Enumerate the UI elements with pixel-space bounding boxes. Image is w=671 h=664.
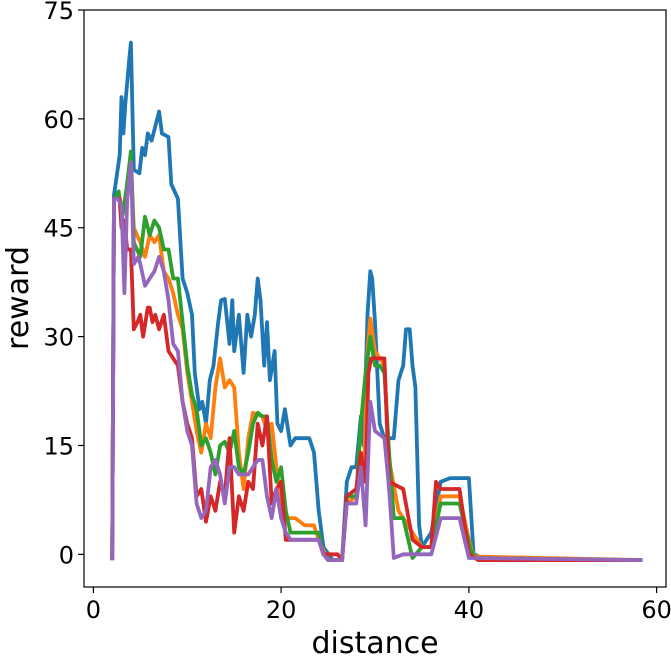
x-tick-label: 0 xyxy=(86,596,101,624)
y-tick-label: 15 xyxy=(43,432,74,460)
y-tick-label: 0 xyxy=(59,541,74,569)
series-layer xyxy=(110,40,643,562)
plot-frame xyxy=(83,9,667,588)
series-line-5 xyxy=(110,160,643,562)
x-tick-label: 40 xyxy=(454,596,485,624)
y-tick-label: 45 xyxy=(43,215,74,243)
y-tick-label: 30 xyxy=(43,324,74,352)
x-tick-label: 20 xyxy=(266,596,297,624)
series-line-1 xyxy=(110,40,643,562)
tick-layer: 0 20 40 60 0 15 30 45 60 75 xyxy=(43,0,671,624)
y-axis-label: reward xyxy=(1,246,36,350)
x-axis-label: distance xyxy=(311,626,438,661)
y-tick-label: 75 xyxy=(43,0,74,25)
series-line-4 xyxy=(110,196,643,562)
y-tick-label: 60 xyxy=(43,106,74,134)
x-tick-label: 60 xyxy=(641,596,671,624)
